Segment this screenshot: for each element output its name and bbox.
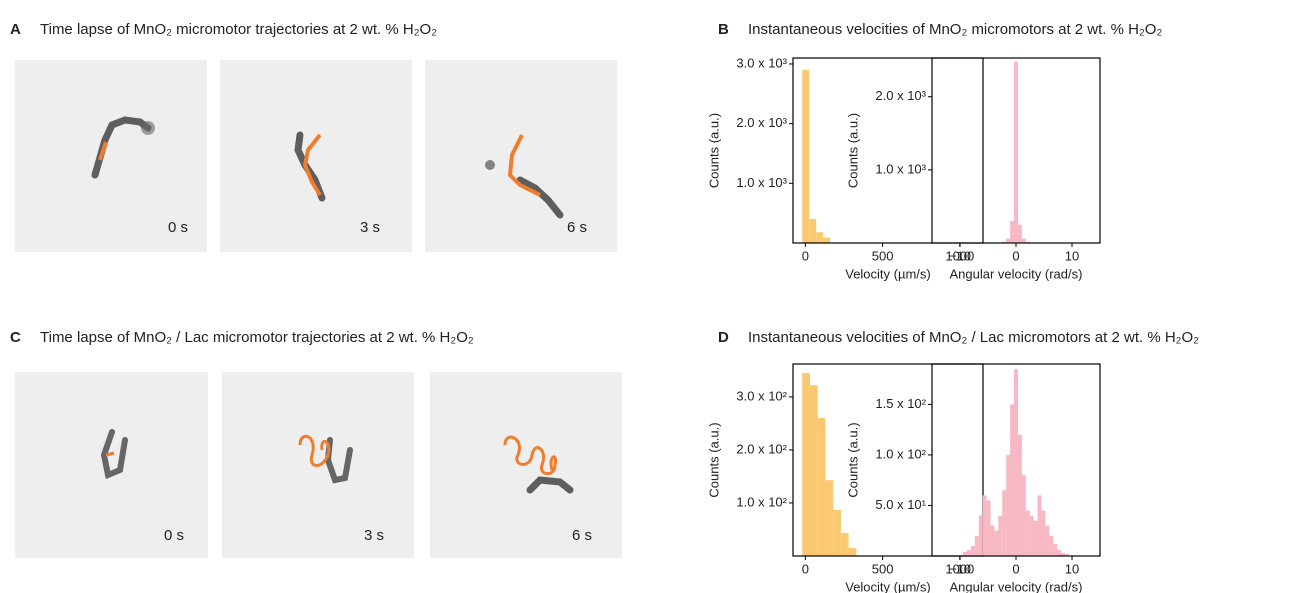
y-tick-label: 1.5 x 10² (875, 396, 926, 411)
bar (1053, 543, 1058, 556)
bar (825, 480, 834, 556)
bar (1021, 475, 1026, 556)
bar (982, 495, 987, 556)
time-label: 0 s (168, 219, 188, 236)
micrograph: 3 s (220, 60, 412, 252)
bar (833, 509, 841, 556)
bar (986, 500, 991, 556)
bar (816, 232, 824, 243)
x-axis-label: Angular velocity (rad/s) (950, 266, 1083, 281)
y-tick-label: 1.0 x 10² (736, 494, 787, 509)
bar (1017, 224, 1022, 243)
bar (848, 548, 857, 556)
bar (990, 525, 995, 556)
bar (1017, 434, 1022, 556)
y-tick-label: 1.0 x 10³ (875, 161, 926, 176)
bar (1033, 520, 1038, 556)
panel-title: Time lapse of MnO₂ micromotor trajectori… (40, 21, 437, 38)
y-tick-label: 1.0 x 10² (875, 446, 926, 461)
bar (1010, 221, 1015, 243)
bar (1014, 61, 1018, 243)
x-tick-label: 10 (1065, 248, 1079, 263)
bar (1006, 454, 1011, 556)
x-tick-label: 1000 (945, 561, 974, 576)
x-tick-label: 500 (872, 561, 894, 576)
x-tick-label: 1000 (945, 248, 974, 263)
bar (1010, 404, 1015, 556)
panel-label: B (718, 21, 729, 38)
plot-frame (792, 363, 984, 557)
y-tick-label: 5.0 x 10¹ (875, 497, 926, 512)
bar (974, 535, 979, 556)
bar (1006, 238, 1011, 243)
x-tick-label: 0 (802, 561, 809, 576)
y-tick-label: 2.0 x 10³ (736, 115, 787, 130)
bar (817, 418, 826, 556)
panel-label: C (10, 329, 21, 346)
x-tick-label: 0 (1012, 248, 1019, 263)
time-label: 6 s (572, 527, 592, 544)
x-tick-label: −10 (949, 561, 971, 576)
bar (978, 515, 983, 556)
x-tick-label: 0 (802, 248, 809, 263)
micrograph: 6 s (430, 372, 622, 558)
bar (998, 515, 1003, 556)
x-tick-label: 500 (872, 248, 894, 263)
bar (1061, 552, 1065, 556)
bar (1025, 510, 1030, 556)
micrograph: 0 s (15, 372, 208, 558)
x-tick-label: 10 (1065, 561, 1079, 576)
bar (1065, 553, 1069, 556)
panel-title: Time lapse of MnO₂ / Lac micromotor traj… (40, 329, 474, 346)
x-tick-label: −10 (949, 248, 971, 263)
bar (802, 373, 810, 556)
micrograph: 6 s (425, 60, 617, 252)
y-tick-label: 1.0 x 10³ (736, 175, 787, 190)
micrograph: 0 s (15, 60, 207, 252)
bar (1014, 369, 1018, 556)
bar (1041, 510, 1046, 556)
x-axis-label: Velocity (µm/s) (845, 579, 931, 593)
time-label: 3 s (360, 219, 380, 236)
bar (1045, 525, 1050, 556)
bar (1037, 495, 1042, 556)
x-axis-label: Angular velocity (rad/s) (950, 579, 1083, 593)
bar (809, 385, 818, 556)
bar (1021, 238, 1026, 243)
bar (967, 549, 971, 556)
bar (1002, 241, 1007, 243)
x-axis-label: Velocity (µm/s) (845, 266, 931, 281)
y-axis-label: Counts (a.u.) (706, 113, 721, 188)
y-axis-label: Counts (a.u.) (845, 422, 860, 497)
bar (994, 530, 999, 556)
y-tick-label: 2.0 x 10³ (875, 88, 926, 103)
bar (840, 533, 849, 556)
bar (809, 219, 817, 243)
time-label: 3 s (364, 527, 384, 544)
time-label: 0 s (164, 527, 184, 544)
y-tick-label: 3.0 x 10² (736, 388, 787, 403)
panel-title: Instantaneous velocities of MnO₂ / Lac m… (748, 329, 1199, 346)
panel-label: D (718, 329, 729, 346)
panel-title: Instantaneous velocities of MnO₂ micromo… (748, 21, 1162, 38)
x-tick-label: 0 (1012, 561, 1019, 576)
time-label: 6 s (567, 219, 587, 236)
y-tick-label: 3.0 x 10³ (736, 55, 787, 70)
bar (970, 545, 975, 556)
bar (1025, 241, 1030, 243)
bar (1049, 535, 1054, 556)
panel-label: A (10, 21, 21, 38)
bar (802, 69, 810, 243)
y-axis-label: Counts (a.u.) (706, 422, 721, 497)
micrograph: 3 s (222, 372, 414, 558)
plot-frame (792, 57, 984, 244)
bar (823, 237, 831, 243)
bar (1057, 549, 1062, 556)
y-tick-label: 2.0 x 10² (736, 441, 787, 456)
bar (963, 551, 967, 556)
bar (1002, 490, 1007, 556)
bar (1029, 515, 1034, 556)
y-axis-label: Counts (a.u.) (845, 113, 860, 188)
